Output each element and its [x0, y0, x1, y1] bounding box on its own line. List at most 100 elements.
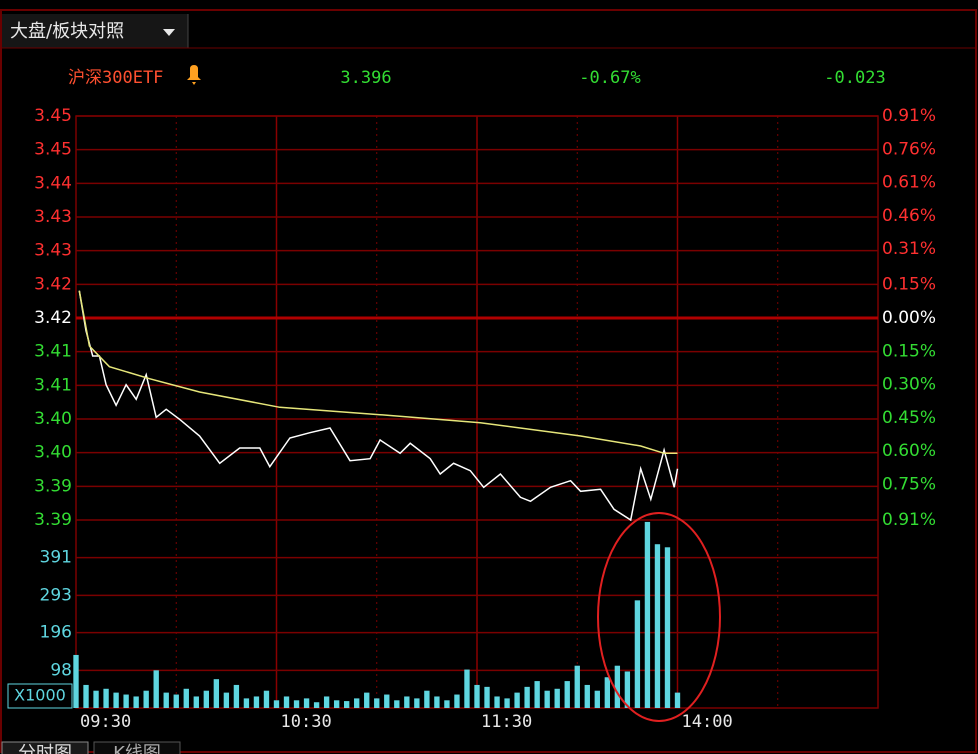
volume-bar — [354, 698, 360, 708]
volume-bar — [514, 692, 520, 708]
volume-bar — [394, 700, 400, 708]
y-tick-label: 3.41 — [34, 342, 72, 362]
y2-tick-label: 0.91% — [882, 510, 936, 530]
y-tick-label: 3.43 — [34, 207, 72, 227]
average-line — [78, 290, 678, 455]
volume-bar — [283, 696, 290, 708]
x-tick-label: 10:30 — [281, 712, 332, 732]
y2-tick-label: 0.00% — [882, 308, 936, 328]
y2-tick-label: 0.91% — [882, 106, 936, 126]
volume-bar — [113, 692, 119, 708]
volume-bar — [564, 681, 570, 708]
volume-bar — [364, 692, 370, 708]
volume-tick-label: 98 — [50, 660, 72, 680]
volume-bar — [444, 700, 450, 708]
y-tick-label: 3.40 — [34, 443, 72, 463]
y2-tick-label: 0.61% — [882, 173, 936, 193]
bell-icon[interactable] — [187, 65, 201, 85]
volume-tick-label: 391 — [40, 548, 72, 568]
volume-bar — [233, 684, 240, 708]
y2-tick-label: 0.15% — [882, 341, 936, 361]
volume-bar — [93, 690, 99, 708]
volume-bar — [434, 696, 440, 708]
volume-bar — [384, 694, 390, 708]
volume-tick-label: 196 — [40, 623, 72, 643]
unit-box — [7, 683, 73, 709]
volume-bar — [524, 686, 530, 708]
y-tick-label: 3.44 — [34, 173, 72, 193]
quote-price: 3.396 — [340, 68, 391, 88]
volume-bar — [133, 696, 139, 708]
volume-bar — [614, 665, 621, 708]
volume-bar — [163, 692, 169, 708]
y2-tick-label: 0.31% — [882, 239, 936, 259]
y-tick-label: 3.41 — [34, 375, 72, 395]
volume-bar — [534, 681, 540, 708]
volume-bar — [414, 698, 420, 708]
volume-bar — [504, 698, 510, 708]
tab[interactable] — [1, 741, 89, 754]
y2-tick-label: 0.75% — [882, 474, 936, 494]
volume-tick-label: 293 — [40, 585, 72, 605]
volume-bar — [464, 669, 470, 708]
volume-bar — [604, 677, 610, 708]
volume-bar — [173, 694, 179, 708]
volume-bar — [544, 690, 550, 708]
volume-bar — [73, 654, 79, 708]
y-tick-label: 3.40 — [34, 409, 72, 429]
quote-change-pct: -0.67% — [579, 68, 640, 88]
volume-bar — [454, 694, 460, 708]
window-frame — [0, 9, 977, 753]
volume-bar — [323, 696, 330, 708]
quote-name: 沪深300ETF — [68, 68, 163, 88]
volume-bar — [374, 698, 380, 708]
volume-bar — [584, 684, 590, 708]
volume-bar — [103, 688, 109, 708]
volume-bar — [273, 700, 280, 708]
y-tick-label: 3.45 — [34, 106, 72, 126]
y-tick-label: 3.39 — [34, 510, 72, 530]
volume-bar — [574, 665, 580, 708]
tab-label: 分时图 — [18, 743, 72, 754]
y-tick-label: 3.45 — [34, 140, 72, 160]
y-tick-label: 3.42 — [34, 274, 72, 294]
y2-tick-label: 0.60% — [882, 441, 936, 461]
volume-bar — [424, 690, 430, 708]
volume-bar — [223, 692, 230, 708]
volume-bar — [494, 696, 500, 708]
volume-bar — [654, 544, 661, 708]
volume-unit: X1000 — [14, 686, 66, 705]
header-title: 大盘/板块对照 — [10, 21, 124, 42]
volume-bar — [344, 701, 350, 708]
volume-bar — [243, 698, 250, 708]
x-tick-label: 09:30 — [80, 712, 131, 732]
y2-tick-label: 0.46% — [882, 206, 936, 226]
y-tick-label: 3.42 — [34, 308, 72, 328]
dropdown-arrow — [163, 29, 175, 36]
quote-change: -0.023 — [824, 68, 885, 88]
price-line — [78, 290, 679, 522]
volume-bar — [634, 600, 641, 708]
tab[interactable] — [93, 741, 181, 754]
volume-bar — [293, 700, 300, 708]
volume-bar — [303, 698, 310, 708]
y2-tick-label: 0.45% — [882, 408, 936, 428]
volume-bar — [554, 688, 560, 708]
volume-bar — [143, 690, 149, 708]
dropdown[interactable] — [2, 14, 188, 48]
volume-bar — [213, 679, 220, 708]
volume-bar — [123, 694, 129, 708]
volume-bar — [333, 700, 340, 708]
x-tick-label: 14:00 — [682, 712, 733, 732]
y2-tick-label: 0.76% — [882, 139, 936, 159]
volume-bar — [153, 670, 159, 708]
x-tick-label: 11:30 — [481, 712, 532, 732]
volume-bar — [474, 684, 480, 708]
volume-bar — [183, 688, 189, 708]
y2-tick-label: 0.15% — [882, 275, 936, 295]
volume-bar — [484, 686, 490, 708]
volume-bar — [203, 690, 209, 708]
y-tick-label: 3.39 — [34, 476, 72, 496]
